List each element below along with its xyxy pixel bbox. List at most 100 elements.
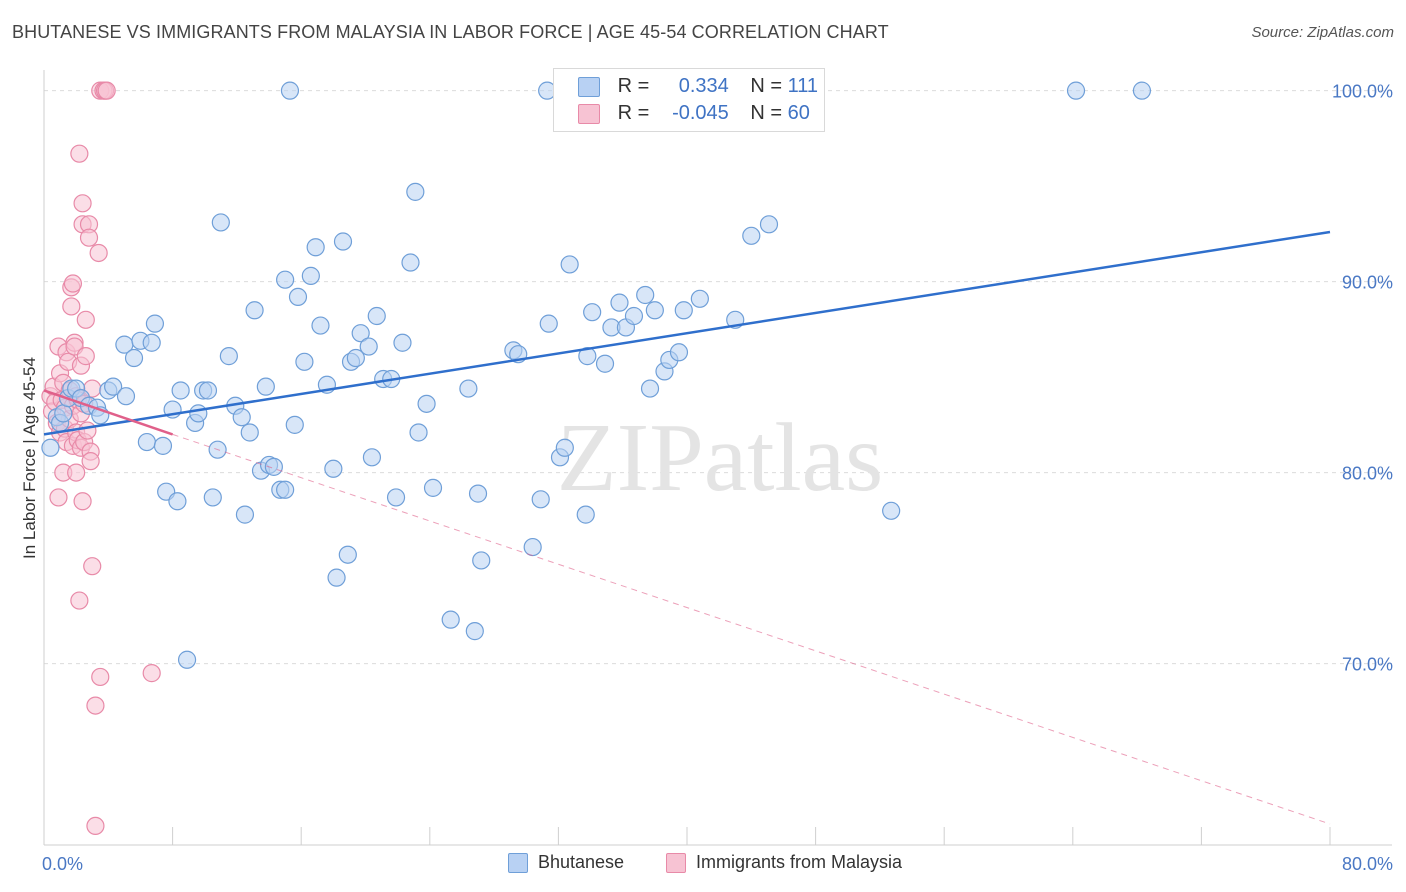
bhutanese-point xyxy=(311,316,330,335)
legend-n-value: 111 xyxy=(787,75,819,97)
malaysia-point xyxy=(63,274,83,293)
bhutanese-point xyxy=(636,285,655,305)
bhutanese-point xyxy=(367,306,386,326)
source-label[interactable]: Source: ZipAtlas.com xyxy=(1251,24,1394,41)
bhutanese-point xyxy=(576,505,595,524)
y-tick-label: 90.0% xyxy=(1342,273,1393,293)
bhutanese-swatch xyxy=(578,76,600,97)
bhutanese-point xyxy=(324,459,343,478)
bhutanese-point xyxy=(264,457,283,476)
bhutanese-point xyxy=(459,379,478,398)
malaysia-point xyxy=(91,667,110,687)
bhutanese-point xyxy=(219,347,238,366)
bhutanese-point xyxy=(333,232,353,251)
bhutanese-point xyxy=(177,650,197,669)
malaysia-point xyxy=(76,347,95,366)
bhutanese-trend-line xyxy=(43,230,1331,436)
malaysia-point xyxy=(49,488,68,507)
malaysia-point xyxy=(62,297,81,316)
bhutanese-point xyxy=(531,490,550,509)
bhutanese-point xyxy=(393,333,412,352)
gridlines xyxy=(44,90,1392,665)
x-tick-label: 0.0% xyxy=(42,854,83,874)
bhutanese-point xyxy=(465,622,484,641)
bhutanese-point xyxy=(1132,81,1152,100)
bhutanese-point xyxy=(669,343,689,362)
bhutanese-point xyxy=(145,314,165,333)
bhutanese-point xyxy=(386,488,406,507)
tick-labels: 70.0% 80.0% 90.0% 100.0% 0.0% 80.0% xyxy=(42,82,1393,874)
bhutanese-point xyxy=(203,488,222,507)
y-tick-label: 100.0% xyxy=(1332,82,1393,102)
bhutanese-point xyxy=(288,287,308,306)
axes xyxy=(43,70,1392,846)
bhutanese-point xyxy=(362,448,382,467)
bhutanese-point xyxy=(168,492,187,511)
bhutanese-point xyxy=(468,484,488,503)
watermark: ZIPatlas xyxy=(557,404,884,512)
trend-lines xyxy=(43,230,1331,825)
bhutanese-point xyxy=(116,387,136,406)
bhutanese-point xyxy=(640,379,660,398)
legend-row-malaysia: R = -0.045 N = 60 xyxy=(578,102,810,126)
bhutanese-point xyxy=(137,432,156,452)
legend-r-value: 0.334 xyxy=(678,75,729,97)
y-tick-label: 70.0% xyxy=(1342,655,1393,675)
bhutanese-point xyxy=(578,347,597,366)
x-tick-label: 80.0% xyxy=(1342,854,1393,874)
bhutanese-point xyxy=(256,377,275,396)
bhutanese-point xyxy=(417,394,436,413)
bhutanese-point xyxy=(276,270,295,289)
bhutanese-point xyxy=(189,404,208,423)
bhutanese-point xyxy=(351,324,370,343)
bhutanese-point xyxy=(882,501,901,520)
malaysia-legend-swatch xyxy=(666,853,686,874)
bhutanese-point xyxy=(245,301,264,320)
bhutanese-point xyxy=(240,423,259,442)
bhutanese-point xyxy=(624,306,644,326)
legend-item-bhutanese[interactable]: Bhutanese xyxy=(508,852,625,874)
bhutanese-point xyxy=(301,266,320,285)
bhutanese-point xyxy=(104,377,123,396)
legend-r-label: R = xyxy=(617,102,650,124)
malaysia-point xyxy=(78,421,97,440)
malaysia-point xyxy=(73,194,92,213)
bhutanese-point xyxy=(423,478,443,497)
bhutanese-point xyxy=(560,255,579,274)
bhutanese-legend-swatch xyxy=(508,853,528,874)
bhutanese-point xyxy=(54,404,73,423)
bhutanese-point xyxy=(295,352,314,371)
bhutanese-point xyxy=(690,289,709,308)
malaysia-trend-line-extended xyxy=(172,433,1331,825)
correlation-legend: R = 0.334 N = 111 R = -0.045 N = 60 xyxy=(553,68,825,132)
chart-title: BHUTANESE VS IMMIGRANTS FROM MALAYSIA IN… xyxy=(12,22,889,42)
bhutanese-point xyxy=(409,423,428,442)
legend-n-label: N = xyxy=(750,102,783,124)
bhutanese-point xyxy=(235,505,255,524)
legend-row-bhutanese: R = 0.334 N = 111 xyxy=(578,75,818,99)
series-malaysia-points xyxy=(41,81,161,836)
malaysia-point xyxy=(86,816,105,836)
bhutanese-point xyxy=(41,438,60,457)
bhutanese-point xyxy=(610,293,629,312)
malaysia-point xyxy=(73,492,92,511)
bhutanese-point xyxy=(645,301,664,320)
bhutanese-point xyxy=(327,568,346,587)
malaysia-point xyxy=(67,463,86,482)
legend-n-value: 60 xyxy=(787,102,810,124)
bhutanese-point xyxy=(198,381,218,400)
bhutanese-point xyxy=(759,215,779,234)
malaysia-point xyxy=(89,243,108,263)
legend-r-value: -0.045 xyxy=(672,102,729,124)
bhutanese-point xyxy=(539,314,558,333)
malaysia-point xyxy=(86,696,105,715)
bhutanese-point xyxy=(595,354,615,373)
malaysia-point xyxy=(76,310,95,329)
legend-item-malaysia[interactable]: Immigrants from Malaysia xyxy=(666,852,902,874)
malaysia-point xyxy=(142,664,161,683)
bhutanese-point xyxy=(359,337,378,356)
bhutanese-legend-label: Bhutanese xyxy=(538,852,625,872)
bhutanese-point xyxy=(1066,81,1086,100)
malaysia-point xyxy=(97,81,116,100)
bhutanese-point xyxy=(472,551,491,570)
